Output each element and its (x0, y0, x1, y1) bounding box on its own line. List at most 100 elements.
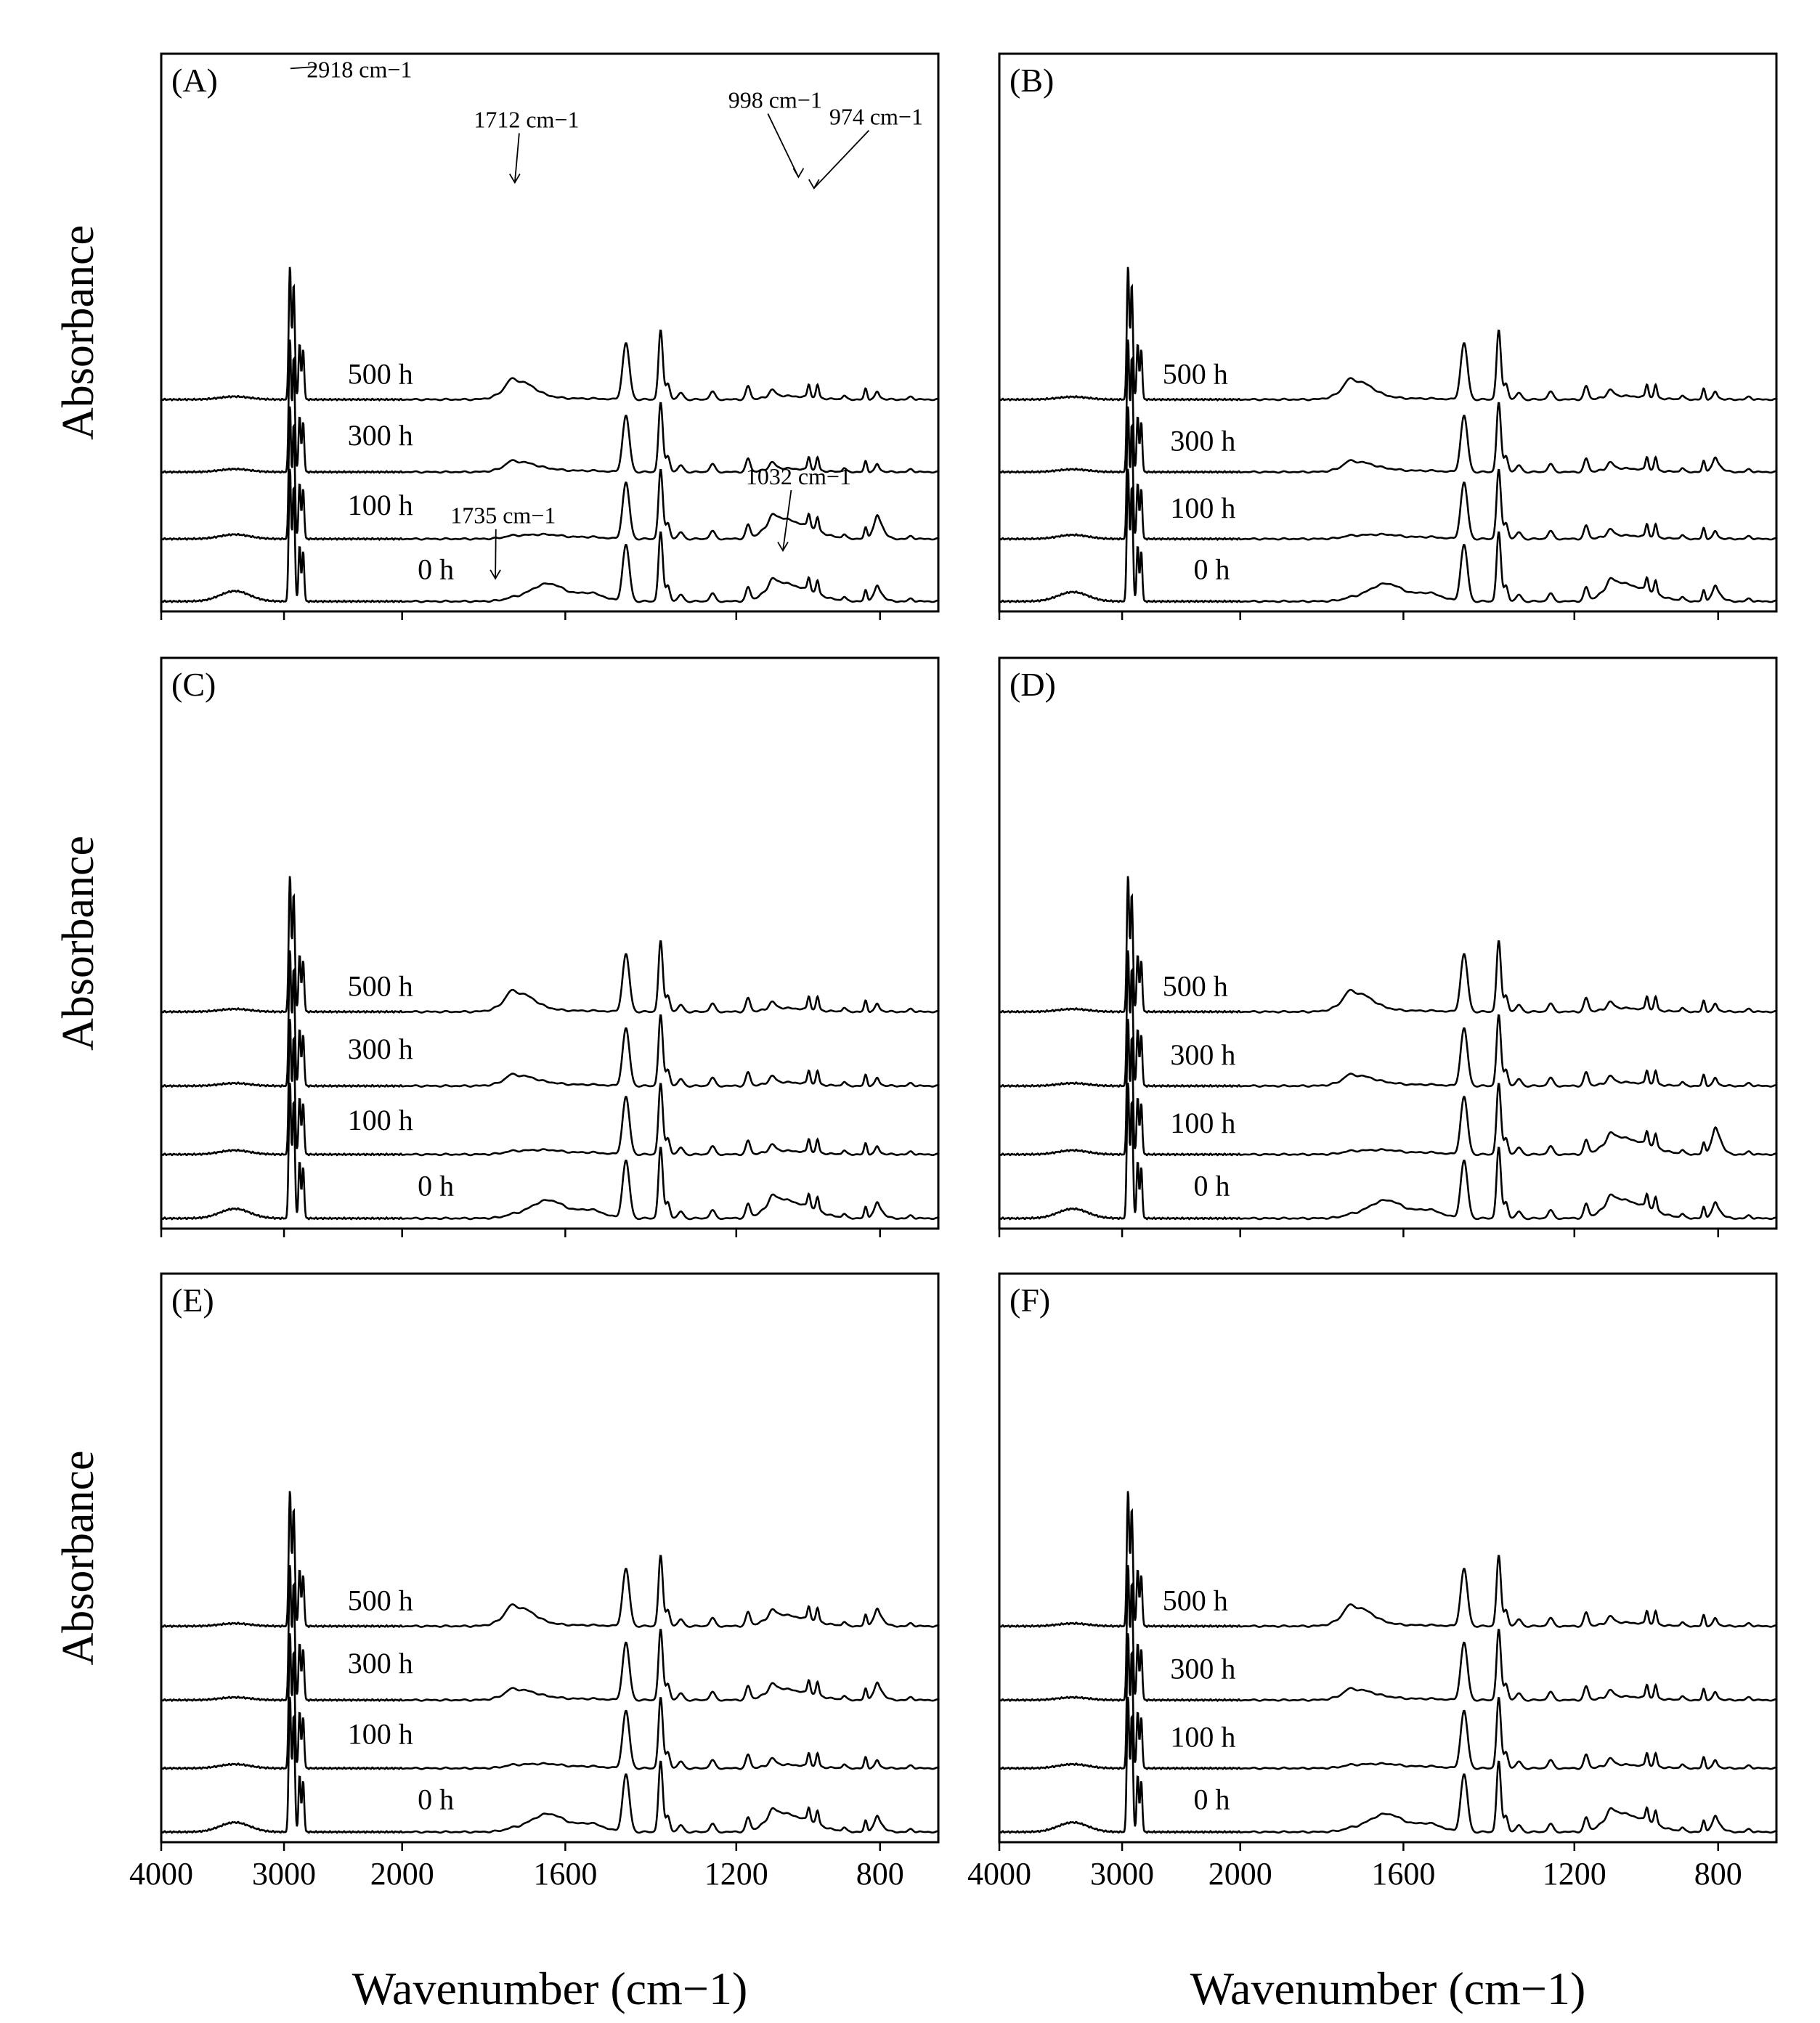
spectrum-line-100h (161, 406, 938, 541)
series-label: 500 h (1163, 357, 1228, 390)
spectrum-line-300h (161, 950, 938, 1088)
panel-frame (160, 656, 940, 1230)
annotation-arrow (782, 489, 792, 551)
annotation-arrow (290, 66, 315, 70)
series-label: 300 h (348, 1647, 413, 1680)
series-label: 500 h (1163, 1584, 1228, 1617)
x-tick-label: 800 (856, 1856, 904, 1892)
panel-f: 4000 3000 2000 1600 1200 800 (F) 0 h 100 h 300 h 5… (967, 1272, 1778, 1892)
spectrum-line-300h (999, 339, 1776, 474)
peak-annotation: 998 cm−1 (728, 87, 822, 113)
series-label: 0 h (1194, 553, 1230, 585)
spectrum-line-100h (161, 1633, 938, 1770)
series-label: 300 h (1170, 1653, 1235, 1685)
annotation-arrowhead (777, 541, 789, 553)
series-label: 500 h (1163, 969, 1228, 1002)
panel-label: (D) (1009, 666, 1056, 703)
spectrum-line-100h (161, 1019, 938, 1157)
x-tick-label: 800 (1694, 1856, 1742, 1892)
x-tick-label: 1200 (1543, 1856, 1606, 1892)
spectrum-line-100h (999, 1019, 1776, 1157)
x-tick-label: 1200 (704, 1856, 768, 1892)
spectrum-line-300h (161, 339, 938, 474)
spectrum-line-500h (161, 266, 938, 402)
spectrum-line-300h (999, 950, 1776, 1088)
spectrum-line-0h (999, 1696, 1776, 1834)
annotation-arrow (767, 113, 800, 178)
spectrum-line-100h (999, 406, 1776, 541)
x-axis-label: Wavenumber (cm−1) (1190, 1963, 1586, 2014)
annotation-arrowhead (489, 569, 501, 580)
series-label: 100 h (348, 1104, 413, 1136)
spectrum-line-500h (999, 1491, 1777, 1629)
spectrum-line-300h (999, 1565, 1776, 1703)
spectrum-line-0h (161, 1083, 938, 1221)
panel-frame (160, 52, 940, 613)
panel-label: (A) (171, 62, 218, 99)
panel-frame (998, 1272, 1778, 1844)
peak-annotation: 1735 cm−1 (450, 502, 556, 529)
annotation-arrowhead (808, 179, 820, 190)
x-tick-label: 2000 (370, 1856, 434, 1892)
series-label: 300 h (348, 1033, 413, 1065)
x-tick-label: 4000 (129, 1856, 193, 1892)
spectrum-line-500h (161, 876, 938, 1014)
series-label: 0 h (418, 553, 454, 585)
series-label: 500 h (348, 357, 413, 390)
y-axis-label: Absorbance (54, 1450, 103, 1665)
series-label: 100 h (1170, 1721, 1235, 1754)
spectrum-line-100h (999, 1633, 1776, 1770)
series-label: 500 h (348, 969, 413, 1002)
panel-frame (160, 1272, 940, 1844)
panel-frame (998, 52, 1778, 613)
annotation-arrow (495, 529, 497, 579)
annotation-arrow (513, 133, 520, 183)
panel-d: (D) 0 h 100 h 300 h 500 h (998, 656, 1778, 1237)
x-tick-label: 3000 (1090, 1856, 1154, 1892)
panel-label: (B) (1009, 62, 1054, 99)
peak-annotation: 2918 cm−1 (306, 56, 412, 82)
panel-b: (B) 0 h 100 h 300 h 500 h (998, 52, 1778, 620)
panel-c: (C) 0 h 100 h 300 h 500 h Absorbance (54, 656, 940, 1237)
series-label: 300 h (1170, 1038, 1235, 1071)
annotation-arrow (813, 129, 870, 189)
spectrum-line-500h (999, 266, 1776, 402)
series-label: 300 h (348, 419, 413, 452)
series-label: 0 h (418, 1170, 454, 1202)
x-tick-label: 1600 (533, 1856, 597, 1892)
series-label: 100 h (1170, 492, 1235, 524)
series-label: 500 h (348, 1584, 413, 1617)
series-label: 0 h (1194, 1170, 1230, 1202)
spectrum-line-500h (999, 876, 1776, 1014)
spectrum-line-0h (161, 1696, 938, 1834)
peak-annotation: 1712 cm−1 (474, 106, 579, 132)
panel-label: (E) (171, 1282, 214, 1319)
series-label: 100 h (348, 1718, 413, 1751)
spectrum-line-300h (161, 1565, 938, 1703)
spectrum-line-0h (999, 468, 1776, 603)
series-label: 100 h (348, 489, 413, 521)
spectrum-line-500h (161, 1491, 939, 1629)
panel-label: (F) (1009, 1282, 1050, 1319)
x-tick-label: 1600 (1371, 1856, 1435, 1892)
x-tick-label: 2000 (1208, 1856, 1272, 1892)
y-axis-label: Absorbance (54, 836, 103, 1051)
series-label: 100 h (1170, 1107, 1235, 1139)
spectrum-line-0h (161, 468, 938, 603)
spectrum-line-0h (999, 1083, 1776, 1221)
panel-label: (C) (171, 666, 216, 703)
x-axis-label: Wavenumber (cm−1) (352, 1963, 748, 2014)
annotation-arrowhead (509, 174, 521, 184)
series-label: 0 h (1194, 1783, 1230, 1816)
y-axis-label: Absorbance (54, 225, 103, 440)
panel-frame (998, 656, 1778, 1230)
x-tick-label: 4000 (967, 1856, 1031, 1892)
peak-annotation: 974 cm−1 (829, 104, 923, 130)
annotation-arrowhead (792, 168, 805, 179)
series-label: 0 h (418, 1783, 454, 1816)
x-tick-label: 3000 (252, 1856, 316, 1892)
peak-annotation: 1032 cm−1 (746, 463, 851, 489)
